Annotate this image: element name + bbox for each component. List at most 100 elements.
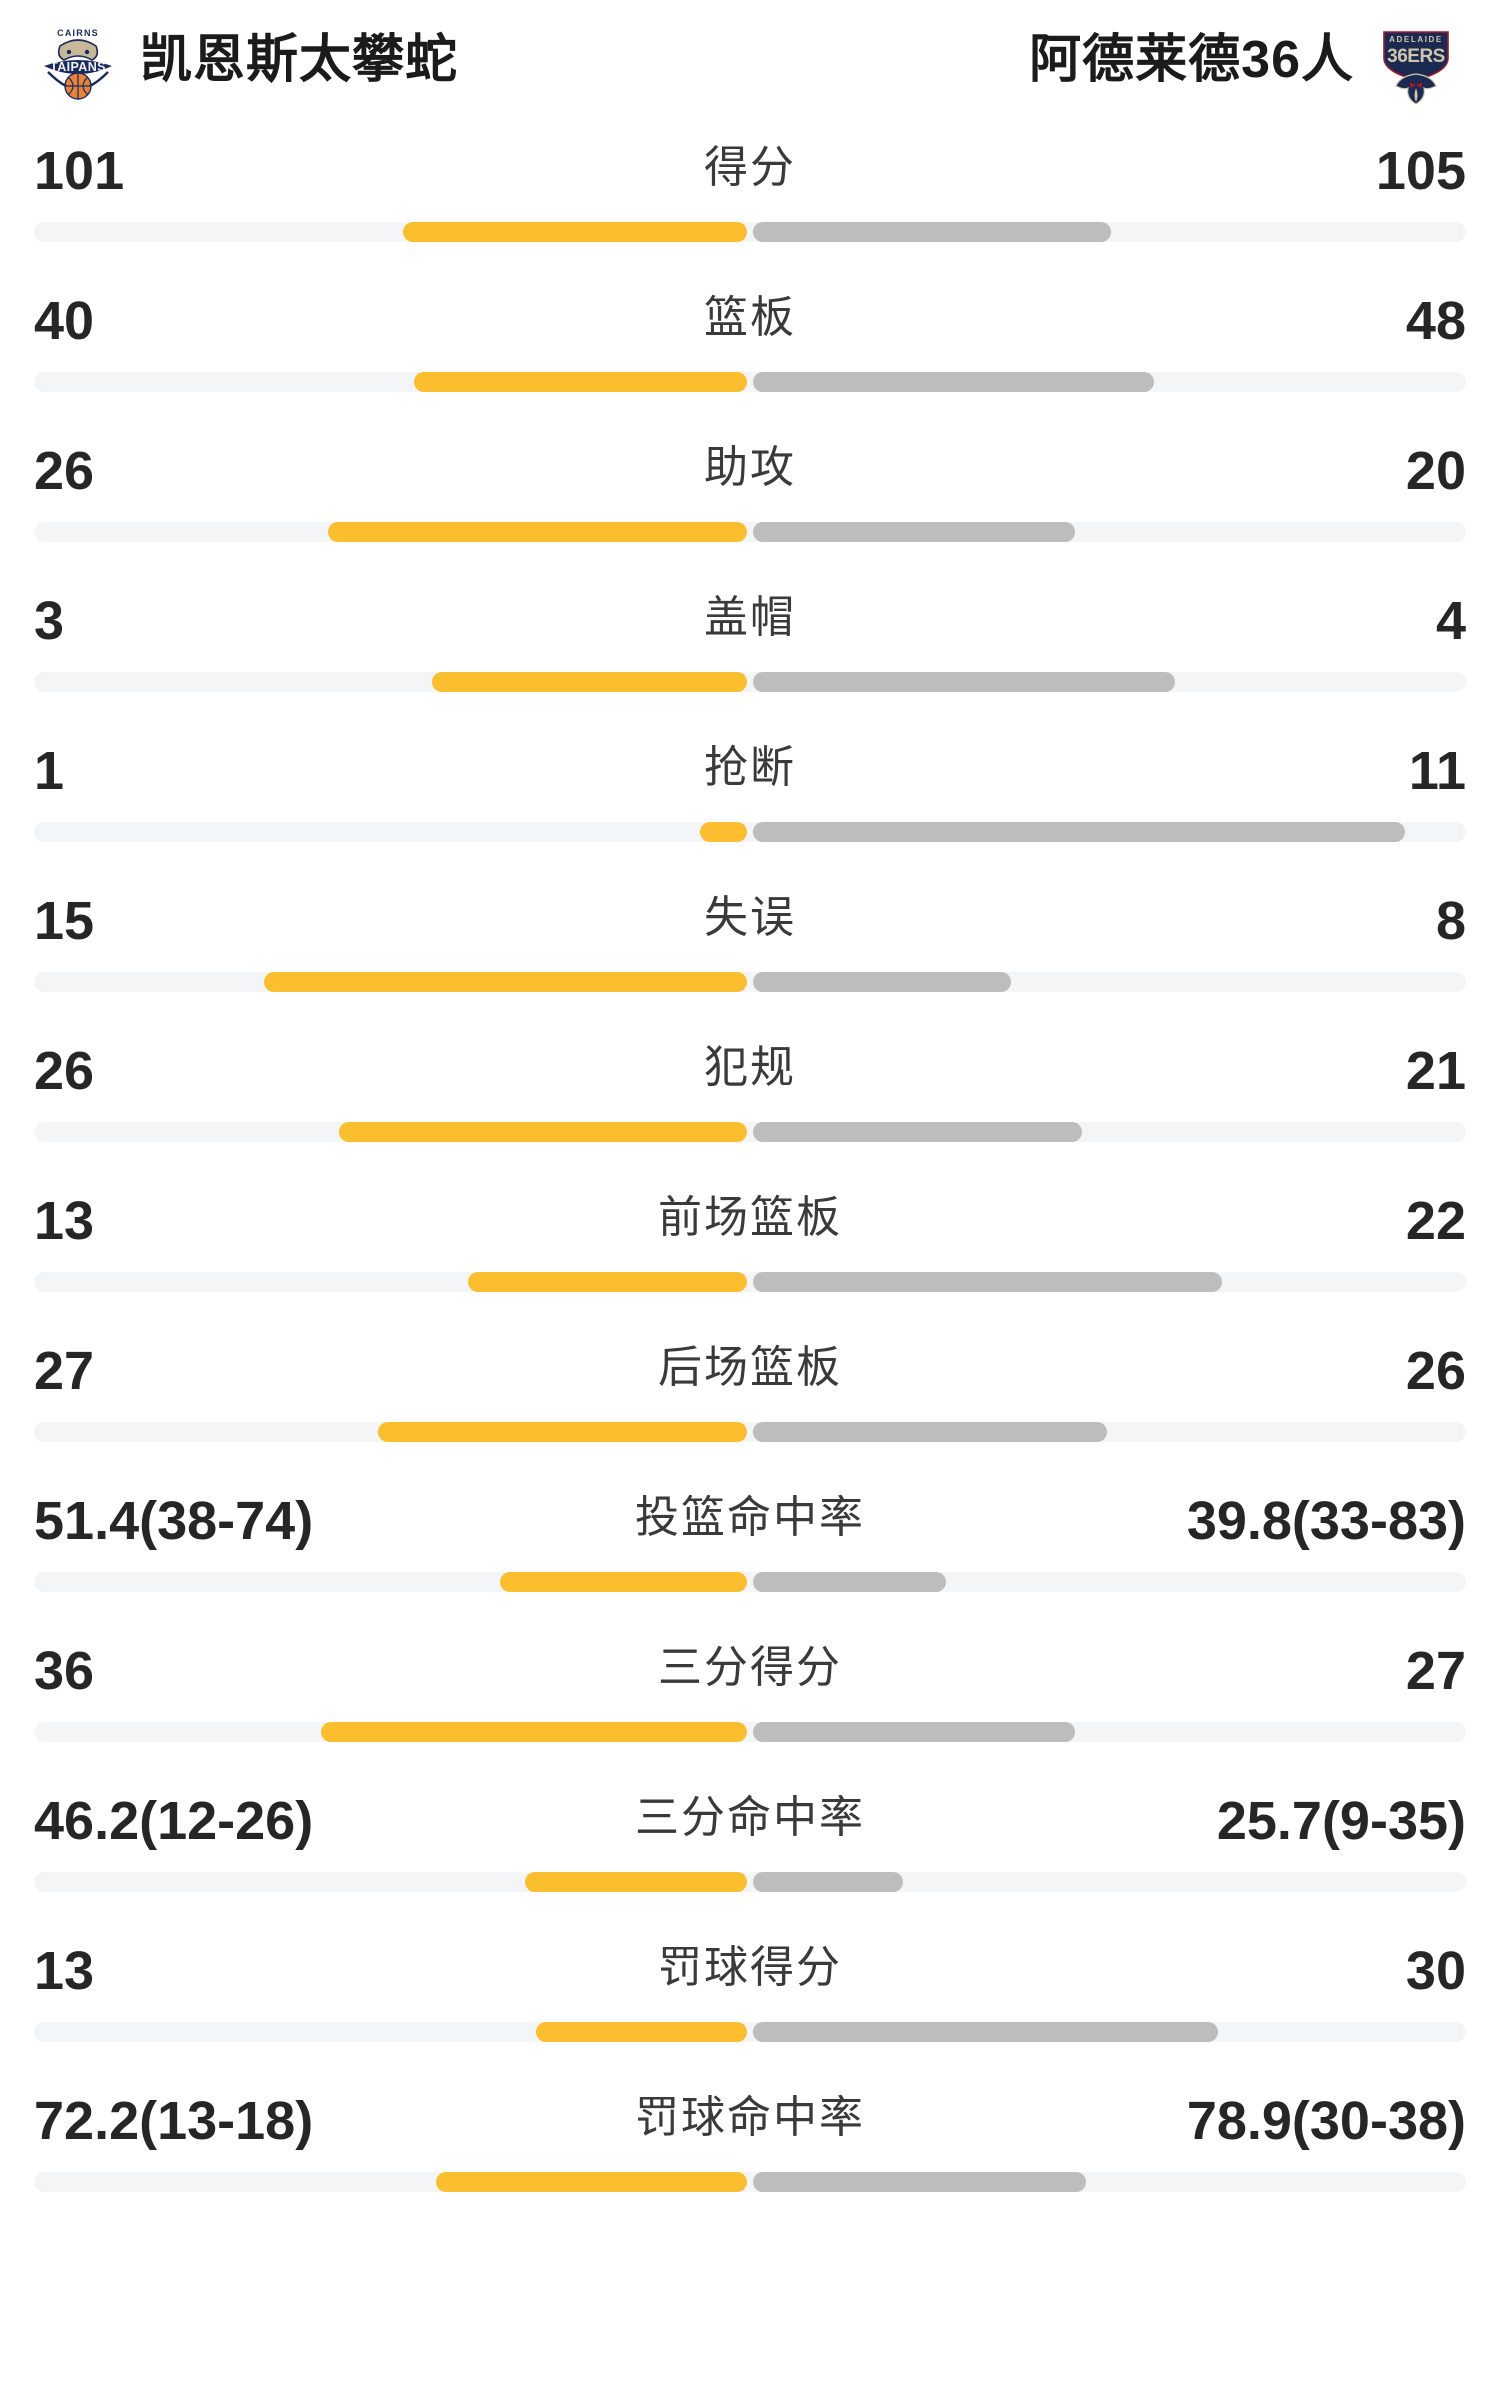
stat-bar-track xyxy=(34,972,1466,992)
away-bar xyxy=(753,822,1405,842)
away-bar xyxy=(753,1422,1108,1442)
stat-bar-track xyxy=(34,1872,1466,1892)
stat-bar-track xyxy=(34,1272,1466,1292)
away-team: 阿德莱德36人 ADELAIDE 36ERS xyxy=(1029,16,1460,104)
stat-bar-track xyxy=(34,1122,1466,1142)
home-bar xyxy=(328,522,747,542)
home-bar xyxy=(414,372,747,392)
away-bar xyxy=(753,522,1076,542)
stat-values: 72.2(13-18) 罚球命中率 78.9(30-38) xyxy=(34,2070,1466,2156)
stat-values: 27 后场篮板 26 xyxy=(34,1320,1466,1406)
stat-values: 13 罚球得分 30 xyxy=(34,1920,1466,2006)
stat-values: 36 三分得分 27 xyxy=(34,1620,1466,1706)
stat-row: 46.2(12-26) 三分命中率 25.7(9-35) xyxy=(34,1770,1466,1920)
home-value: 1 xyxy=(34,741,65,801)
away-bar xyxy=(753,1122,1083,1142)
away-value: 8 xyxy=(1435,891,1466,951)
adelaide-36ers-logo-icon: ADELAIDE 36ERS xyxy=(1372,16,1460,104)
stat-bar-track xyxy=(34,1722,1466,1742)
stat-row: 13 罚球得分 30 xyxy=(34,1920,1466,2070)
away-bar xyxy=(753,1272,1222,1292)
stat-label: 盖帽 xyxy=(704,593,796,642)
stat-bar-track xyxy=(34,222,1466,242)
svg-text:CAIRNS: CAIRNS xyxy=(57,28,99,38)
away-bar xyxy=(753,222,1111,242)
stat-row: 72.2(13-18) 罚球命中率 78.9(30-38) xyxy=(34,2070,1466,2220)
stat-row: 101 得分 105 xyxy=(34,120,1466,270)
home-bar xyxy=(467,1272,747,1292)
home-team-name: 凯恩斯太攀蛇 xyxy=(140,31,459,89)
away-value: 21 xyxy=(1405,1041,1466,1101)
home-value: 36 xyxy=(34,1641,95,1701)
teams-header: CAIRNS TAIPANS 凯恩斯太攀蛇 阿德莱德36人 ADELAID xyxy=(0,0,1500,120)
home-bar xyxy=(320,1722,747,1742)
stat-label: 失误 xyxy=(704,893,796,942)
home-value: 51.4(38-74) xyxy=(34,1491,314,1551)
svg-text:TAIPANS: TAIPANS xyxy=(50,60,106,74)
stat-label: 三分得分 xyxy=(658,1643,842,1692)
stat-values: 15 失误 8 xyxy=(34,870,1466,956)
stat-bar-track xyxy=(34,522,1466,542)
stat-row: 51.4(38-74) 投篮命中率 39.8(33-83) xyxy=(34,1470,1466,1620)
stat-row: 26 助攻 20 xyxy=(34,420,1466,570)
stat-label: 投篮命中率 xyxy=(635,1493,865,1542)
home-value: 72.2(13-18) xyxy=(34,2091,314,2151)
away-value: 25.7(9-35) xyxy=(1216,1791,1466,1851)
stat-label: 后场篮板 xyxy=(658,1343,842,1392)
home-value: 40 xyxy=(34,291,95,351)
stat-label: 得分 xyxy=(704,143,796,192)
home-bar xyxy=(338,1122,747,1142)
home-bar xyxy=(403,222,747,242)
stat-values: 40 篮板 48 xyxy=(34,270,1466,356)
stat-row: 13 前场篮板 22 xyxy=(34,1170,1466,1320)
stat-row: 26 犯规 21 xyxy=(34,1020,1466,1170)
stat-values: 101 得分 105 xyxy=(34,120,1466,206)
away-team-name: 阿德莱德36人 xyxy=(1029,31,1354,89)
stat-bar-track xyxy=(34,372,1466,392)
away-value: 11 xyxy=(1408,741,1466,801)
stat-row: 27 后场篮板 26 xyxy=(34,1320,1466,1470)
stat-row: 15 失误 8 xyxy=(34,870,1466,1020)
stat-values: 26 助攻 20 xyxy=(34,420,1466,506)
home-value: 13 xyxy=(34,1191,95,1251)
away-value: 78.9(30-38) xyxy=(1186,2091,1466,2151)
cairns-taipans-logo-icon: CAIRNS TAIPANS xyxy=(34,16,122,104)
stat-label: 抢断 xyxy=(704,743,796,792)
home-value: 101 xyxy=(34,141,125,201)
stat-label: 罚球命中率 xyxy=(635,2093,865,2142)
home-value: 27 xyxy=(34,1341,95,1401)
away-value: 26 xyxy=(1405,1341,1466,1401)
away-value: 4 xyxy=(1435,591,1466,651)
stat-bar-track xyxy=(34,822,1466,842)
away-value: 20 xyxy=(1405,441,1466,501)
away-value: 22 xyxy=(1405,1191,1466,1251)
stat-bar-track xyxy=(34,1422,1466,1442)
stat-label: 犯规 xyxy=(704,1043,796,1092)
home-team: CAIRNS TAIPANS 凯恩斯太攀蛇 xyxy=(34,16,458,104)
stat-row: 1 抢断 11 xyxy=(34,720,1466,870)
stat-values: 51.4(38-74) 投篮命中率 39.8(33-83) xyxy=(34,1470,1466,1556)
stat-values: 13 前场篮板 22 xyxy=(34,1170,1466,1256)
away-value: 39.8(33-83) xyxy=(1186,1491,1466,1551)
away-bar xyxy=(753,1572,947,1592)
stat-bar-track xyxy=(34,2022,1466,2042)
home-bar xyxy=(499,1572,747,1592)
stat-label: 篮板 xyxy=(704,293,796,342)
stat-row: 3 盖帽 4 xyxy=(34,570,1466,720)
stat-label: 前场篮板 xyxy=(658,1193,842,1242)
away-value: 27 xyxy=(1405,1641,1466,1701)
home-bar xyxy=(535,2022,747,2042)
stat-row: 36 三分得分 27 xyxy=(34,1620,1466,1770)
stat-bar-track xyxy=(34,672,1466,692)
away-bar xyxy=(753,372,1154,392)
home-value: 26 xyxy=(34,1041,95,1101)
home-bar xyxy=(525,1872,747,1892)
away-bar xyxy=(753,2022,1219,2042)
away-bar xyxy=(753,1722,1076,1742)
stat-bar-track xyxy=(34,1572,1466,1592)
stat-values: 3 盖帽 4 xyxy=(34,570,1466,656)
home-bar xyxy=(378,1422,747,1442)
away-bar xyxy=(753,1872,904,1892)
home-value: 46.2(12-26) xyxy=(34,1791,314,1851)
